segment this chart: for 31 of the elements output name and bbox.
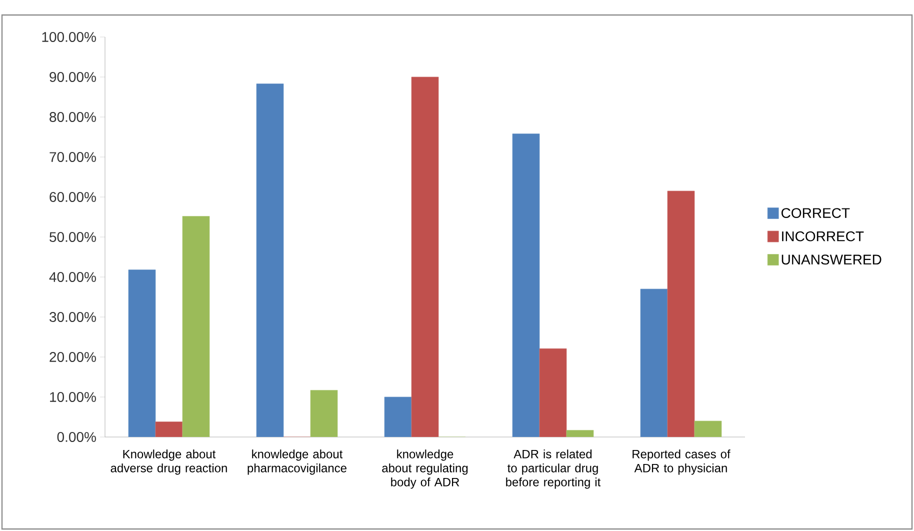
legend-label: CORRECT <box>782 208 850 218</box>
y-tick-label: 90.00% <box>50 72 96 82</box>
y-tick-label: 60.00% <box>50 192 96 202</box>
x-tick-label: knowledge about pharmacovigilance <box>248 450 346 475</box>
bar <box>256 84 284 437</box>
bar <box>539 348 567 437</box>
y-tick-label: 20.00% <box>50 352 96 362</box>
legend-label: UNANSWERED <box>782 254 882 265</box>
bar <box>182 216 210 437</box>
x-tick-label: Knowledge about adverse drug reaction <box>110 450 227 475</box>
y-tick-label: 30.00% <box>50 312 96 322</box>
bar <box>640 288 668 437</box>
y-tick-label: 100.00% <box>42 32 96 42</box>
y-tick-label: 40.00% <box>49 272 96 282</box>
y-tick-label: 50.00% <box>50 232 96 242</box>
bar <box>155 422 183 437</box>
x-tick-label: Reported cases of ADR to physician <box>632 450 730 475</box>
y-tick-label: 80.00% <box>50 112 96 122</box>
bar <box>694 420 722 437</box>
y-tick-label: 0.00% <box>57 432 96 442</box>
bar <box>310 390 338 437</box>
bar <box>384 396 412 437</box>
bar <box>411 76 439 437</box>
x-tick-label: knowledge about regulating body of ADR <box>382 450 468 489</box>
y-tick-label: 70.00% <box>50 152 96 162</box>
bar <box>512 134 540 437</box>
y-tick-label: 10.00% <box>50 392 96 402</box>
bar <box>128 270 156 437</box>
bar <box>667 190 695 437</box>
x-tick-label: ADR is related to particular drug before reporting it <box>506 450 601 489</box>
legend-label: INCORRECT <box>782 231 864 242</box>
